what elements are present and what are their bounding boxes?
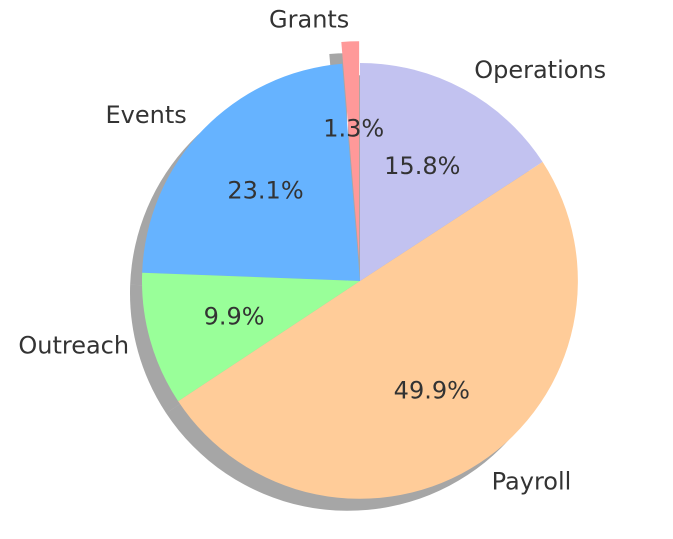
category-label-grants: Grants xyxy=(269,6,349,34)
pct-label-outreach: 9.9% xyxy=(204,302,265,330)
pie-label-layer: 1.3% Grants 23.1% Events 9.9% Outreach 49.9% Pa… xyxy=(18,6,606,496)
pct-label-events: 23.1% xyxy=(227,177,303,205)
category-label-events: Events xyxy=(105,101,186,129)
pie-slice-layer xyxy=(141,41,578,499)
category-label-payroll: Payroll xyxy=(492,467,572,495)
slice-grants xyxy=(341,41,360,260)
pct-label-operations: 15.8% xyxy=(384,152,460,180)
slice-outreach xyxy=(141,272,360,402)
pct-label-payroll: 49.9% xyxy=(394,376,470,404)
slice-payroll xyxy=(178,161,578,499)
category-label-operations: Operations xyxy=(474,56,606,84)
category-label-outreach: Outreach xyxy=(18,332,129,360)
slice-events xyxy=(142,63,360,282)
pct-label-grants: 1.3% xyxy=(323,115,384,143)
slice-operations xyxy=(360,63,543,281)
